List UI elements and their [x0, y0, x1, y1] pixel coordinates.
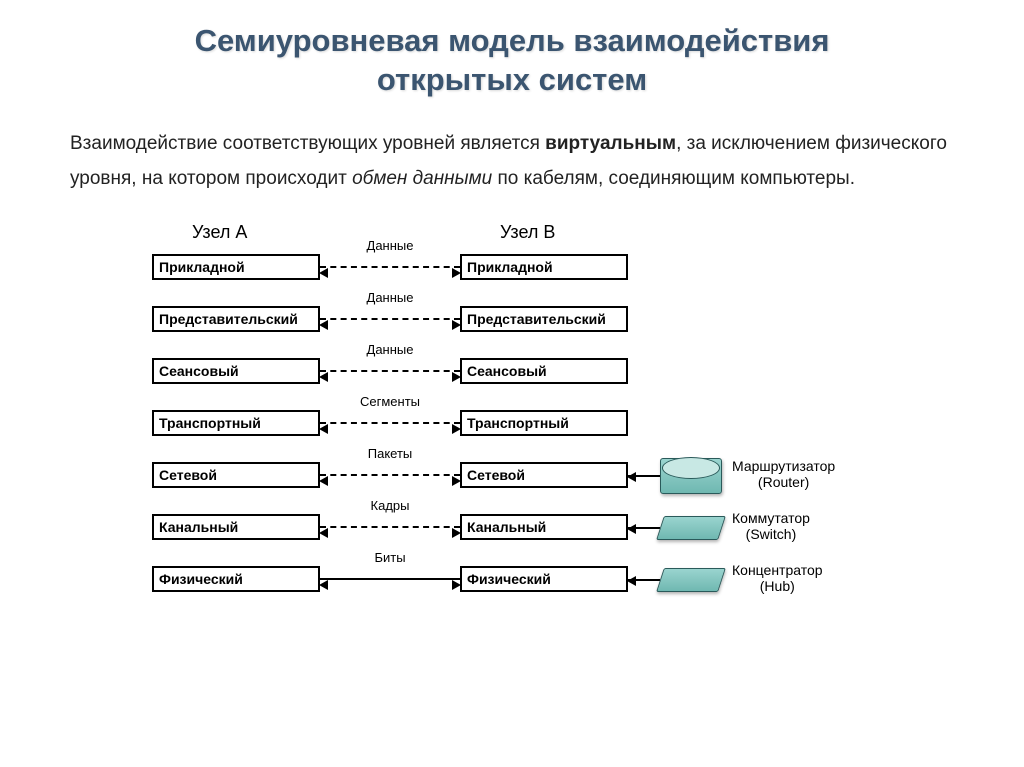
arrow-label: Биты: [374, 550, 405, 565]
layer-arrow: Кадры: [320, 514, 460, 540]
layer-box-b: Представительский: [460, 306, 628, 332]
layer-arrow: Сегменты: [320, 410, 460, 436]
layer-box-a: Представительский: [152, 306, 320, 332]
router-icon: [660, 458, 722, 494]
arrow-label: Сегменты: [360, 394, 420, 409]
device-name: Концентратор: [732, 562, 823, 578]
layer-box-a: Сеансовый: [152, 358, 320, 384]
switch-icon: [656, 516, 726, 540]
arrow-label: Кадры: [371, 498, 410, 513]
node-b-header: Узел B: [500, 222, 555, 243]
body-prefix: Взаимодействие соответствующих уровней я…: [70, 133, 545, 154]
title-line-1: Семиуровневая модель взаимодействия: [195, 23, 830, 58]
arrow-label: Данные: [367, 238, 414, 253]
layer-box-a: Физический: [152, 566, 320, 592]
device-connector: [628, 579, 660, 581]
device-name: Коммутатор: [732, 510, 810, 526]
arrow-label: Данные: [367, 342, 414, 357]
layer-box-a: Канальный: [152, 514, 320, 540]
layer-box-a: Транспортный: [152, 410, 320, 436]
body-paragraph: Взаимодействие соответствующих уровней я…: [0, 108, 1024, 204]
arrow-label: Данные: [367, 290, 414, 305]
title-line-2: открытых систем: [377, 62, 647, 97]
body-italic: обмен данными: [352, 168, 492, 189]
body-suffix: по кабелям, соединяющим компьютеры.: [492, 168, 855, 189]
layer-arrow: Данные: [320, 254, 460, 280]
arrow-label: Пакеты: [368, 446, 413, 461]
node-a-header: Узел A: [192, 222, 247, 243]
device-subname: (Hub): [732, 578, 823, 594]
body-bold: виртуальным: [545, 133, 676, 154]
device-label: Коммутатор(Switch): [732, 510, 810, 542]
layer-arrow: Данные: [320, 306, 460, 332]
hub-icon: [656, 568, 726, 592]
osi-diagram: Узел AУзел BПрикладнойПрикладнойДанныеПр…: [72, 212, 952, 642]
device-name: Маршрутизатор: [732, 458, 835, 474]
layer-arrow: Биты: [320, 566, 460, 592]
layer-box-b: Прикладной: [460, 254, 628, 280]
layer-box-a: Сетевой: [152, 462, 320, 488]
layer-arrow: Пакеты: [320, 462, 460, 488]
device-subname: (Switch): [732, 526, 810, 542]
layer-box-a: Прикладной: [152, 254, 320, 280]
layer-box-b: Физический: [460, 566, 628, 592]
layer-box-b: Канальный: [460, 514, 628, 540]
device-subname: (Router): [732, 474, 835, 490]
page-title: Семиуровневая модель взаимодействия откр…: [0, 0, 1024, 108]
layer-arrow: Данные: [320, 358, 460, 384]
device-connector: [628, 527, 660, 529]
device-label: Концентратор(Hub): [732, 562, 823, 594]
device-label: Маршрутизатор(Router): [732, 458, 835, 490]
layer-box-b: Сетевой: [460, 462, 628, 488]
device-connector: [628, 475, 660, 477]
layer-box-b: Сеансовый: [460, 358, 628, 384]
layer-box-b: Транспортный: [460, 410, 628, 436]
